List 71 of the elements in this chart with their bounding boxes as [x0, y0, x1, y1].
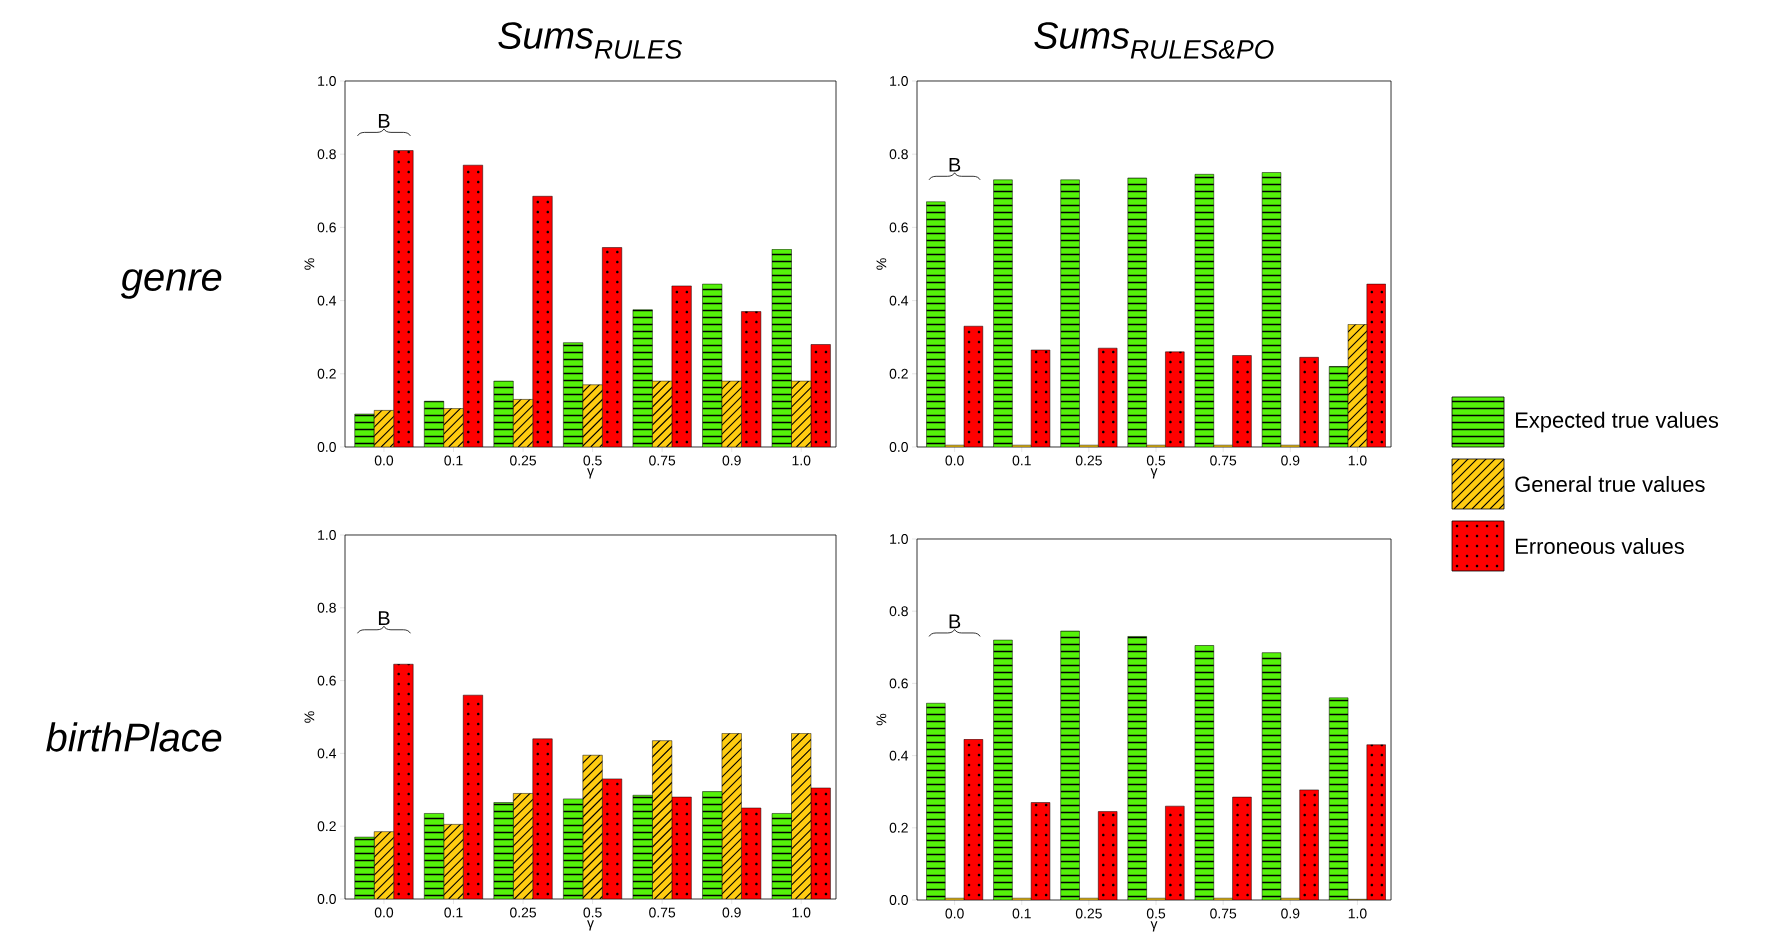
x-tick-label: 0.0 — [374, 455, 394, 466]
annotation: B — [378, 611, 390, 626]
y-axis-title: % — [304, 711, 315, 723]
y-tick-label: 0.0 — [317, 442, 336, 452]
x-tick-label: 1.0 — [1348, 908, 1367, 919]
y-tick-label: 0.4 — [889, 295, 909, 306]
x-tick-label: 0.75 — [1210, 908, 1237, 919]
y-axis-title: % — [876, 713, 887, 726]
y-tick-label: 0.8 — [889, 606, 908, 617]
x-axis-title: γ — [587, 920, 594, 931]
y-tick-label: 0.2 — [317, 821, 336, 832]
y-tick-label: 0.4 — [317, 748, 337, 759]
x-tick-label: 0.0 — [945, 908, 964, 919]
x-tick-label: 0.1 — [1012, 908, 1031, 919]
y-tick-label: 0.2 — [317, 368, 336, 379]
y-tick-label: 0.0 — [889, 895, 908, 905]
x-tick-label: 0.5 — [583, 907, 602, 918]
x-tick-label: 0.75 — [649, 907, 676, 918]
y-tick-label: 0.2 — [889, 822, 908, 833]
y-tick-label: 1.0 — [318, 76, 336, 86]
x-tick-label: 0.9 — [1281, 908, 1300, 919]
x-tick-label: 1.0 — [1348, 455, 1367, 466]
y-tick-label: 0.6 — [317, 675, 336, 686]
x-axis-title: γ — [587, 468, 594, 479]
x-tick-label: 0.25 — [510, 455, 537, 466]
x-tick-label: 0.9 — [722, 907, 741, 918]
x-tick-label: 0.1 — [444, 455, 463, 466]
y-axis-title: % — [304, 258, 315, 270]
x-axis-title: γ — [1150, 921, 1158, 932]
y-tick-label: 0.8 — [317, 149, 336, 160]
annotation: B — [949, 157, 961, 172]
text: genre — [120, 269, 222, 299]
y-tick-label: 0.6 — [889, 222, 908, 233]
x-tick-label: 0.25 — [510, 907, 537, 918]
x-tick-label: 0.1 — [1012, 455, 1031, 466]
x-tick-label: 0.9 — [722, 455, 741, 466]
y-axis-title: % — [876, 258, 887, 270]
x-tick-label: 0.0 — [374, 907, 394, 918]
x-tick-label: 1.0 — [792, 455, 811, 466]
x-tick-label: 0.75 — [649, 455, 676, 466]
legend-label: Erroneous values — [1516, 537, 1684, 555]
x-tick-label: 0.5 — [1146, 455, 1166, 466]
y-tick-label: 1.0 — [318, 530, 336, 540]
y-tick-label: 0.0 — [317, 894, 336, 904]
y-tick-label: 1.0 — [890, 76, 908, 86]
y-tick-label: 1.0 — [890, 534, 908, 544]
y-tick-label: 0.8 — [317, 602, 336, 613]
legend-label: General true values — [1515, 475, 1705, 493]
chart-title: Sums$_{RULES&PO}$ — [1034, 22, 1274, 59]
x-tick-label: 0.0 — [945, 455, 964, 466]
y-tick-label: 0.8 — [889, 149, 908, 160]
y-tick-label: 0.0 — [889, 442, 908, 452]
x-tick-label: 1.0 — [792, 907, 811, 918]
y-tick-label: 0.6 — [317, 222, 336, 233]
x-tick-label: 0.5 — [583, 455, 602, 466]
y-tick-label: 0.4 — [889, 750, 909, 761]
annotation: B — [949, 614, 961, 629]
annotation: B — [378, 113, 390, 128]
x-tick-label: 0.25 — [1075, 908, 1102, 919]
x-axis-title: γ — [1150, 468, 1158, 479]
text: birthPlace — [46, 722, 222, 752]
x-tick-label: 0.1 — [444, 907, 463, 918]
x-tick-label: 0.5 — [1146, 908, 1166, 919]
y-tick-label: 0.2 — [889, 368, 908, 379]
y-tick-label: 0.4 — [317, 295, 337, 306]
x-tick-label: 0.25 — [1075, 455, 1102, 466]
chart-title: Sums$_{RULES}$ — [498, 22, 683, 59]
x-tick-label: 0.75 — [1210, 455, 1237, 466]
y-tick-label: 0.6 — [889, 678, 908, 689]
legend-label: Expected true values — [1516, 411, 1719, 433]
x-tick-label: 0.9 — [1281, 455, 1300, 466]
